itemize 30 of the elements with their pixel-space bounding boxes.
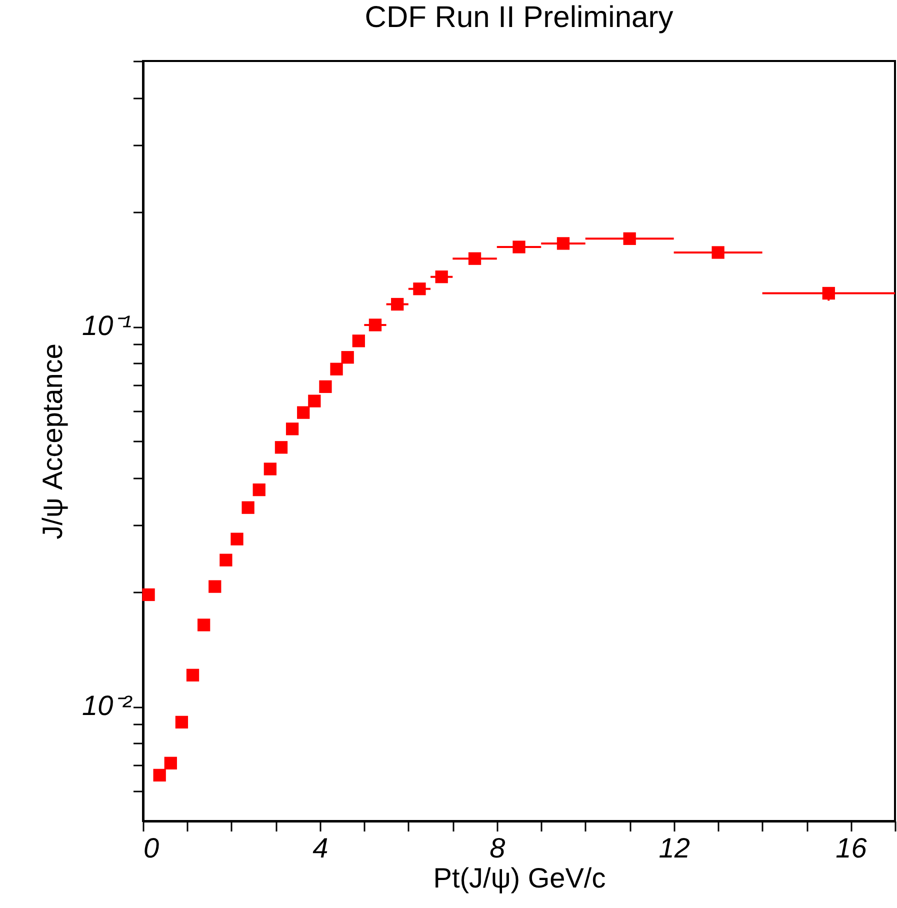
point	[341, 351, 354, 364]
y-tick-label: 10⁻²	[82, 690, 134, 722]
x-tick-label: 4	[312, 832, 328, 864]
point	[186, 668, 200, 682]
point	[252, 483, 266, 496]
point	[142, 588, 155, 602]
x-axis-title: Pt(J/ψ) GeV/c	[433, 862, 606, 894]
point	[230, 532, 244, 546]
x-tick-label: 0	[144, 832, 160, 864]
point	[198, 618, 210, 632]
point	[274, 441, 288, 454]
x-tick-label: 16	[836, 832, 868, 864]
point	[153, 768, 166, 782]
y-axis-title: J/ψ Acceptance	[37, 344, 68, 540]
point	[175, 716, 188, 728]
x-tick-label: 12	[658, 832, 690, 864]
point	[220, 554, 232, 566]
chart-title: CDF Run II Preliminary	[364, 1, 674, 34]
point	[330, 362, 343, 376]
point	[308, 394, 321, 408]
point	[164, 756, 177, 770]
point	[242, 501, 254, 514]
point	[297, 406, 310, 419]
point	[208, 580, 222, 593]
point	[264, 462, 276, 476]
point	[286, 422, 299, 436]
x-tick-label: 8	[490, 832, 506, 864]
point	[352, 334, 365, 348]
point	[319, 380, 332, 393]
y-tick-label: 10⁻¹	[82, 310, 132, 342]
